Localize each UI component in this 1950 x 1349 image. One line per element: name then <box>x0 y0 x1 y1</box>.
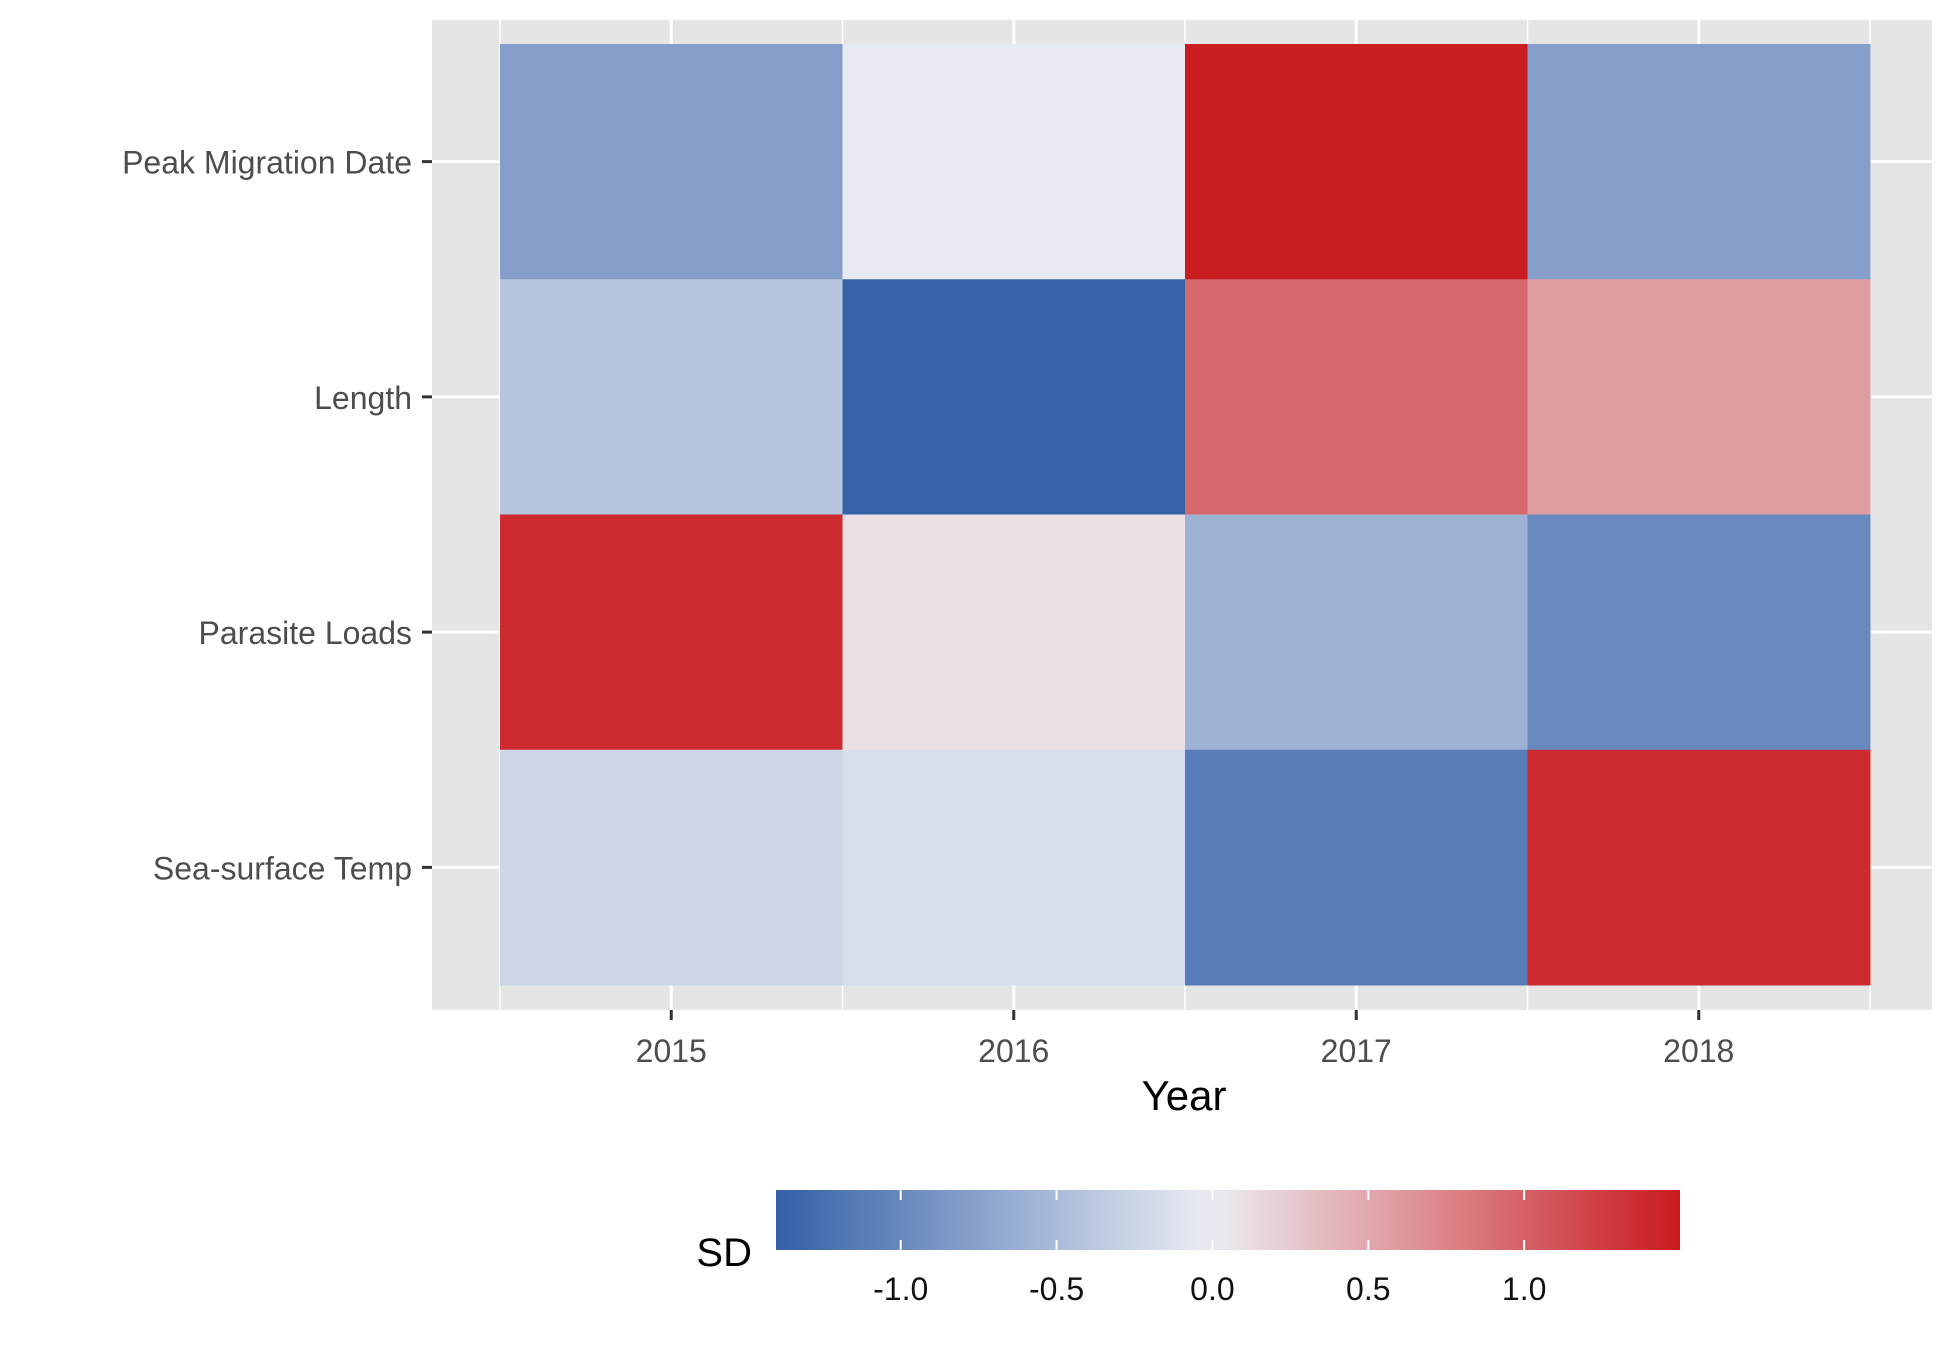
heatmap-cell <box>1527 514 1871 751</box>
legend-tick-label: 0.0 <box>1190 1271 1234 1307</box>
x-tick-label: 2018 <box>1663 1033 1734 1069</box>
heatmap-cell <box>842 44 1186 280</box>
heatmap-cell <box>1185 749 1528 986</box>
heatmap-cell <box>1527 279 1871 515</box>
heatmap-cell <box>842 279 1186 515</box>
x-tick-label: 2015 <box>636 1033 707 1069</box>
color-legend: SD -1.0 -0.5 0.0 0.5 1.0 <box>696 1190 1680 1307</box>
legend-tick-label: -0.5 <box>1029 1271 1084 1307</box>
heatmap-cell <box>1185 514 1528 751</box>
heatmap-cell <box>500 514 843 751</box>
heatmap-cells <box>500 44 1871 986</box>
heatmap-cell <box>842 749 1186 986</box>
heatmap-cell <box>842 514 1186 751</box>
heatmap-cell <box>500 44 843 280</box>
heatmap-cell <box>1527 749 1871 986</box>
legend-colorbar <box>776 1190 1680 1250</box>
legend-tick-label: -1.0 <box>873 1271 928 1307</box>
legend-tick-label: 1.0 <box>1502 1271 1546 1307</box>
heatmap-cell <box>500 749 843 986</box>
legend-ticks: -1.0 -0.5 0.0 0.5 1.0 <box>873 1190 1546 1307</box>
x-axis-title: Year <box>1142 1072 1227 1119</box>
heatmap-cell <box>1185 279 1528 515</box>
y-tick-label: Parasite Loads <box>199 615 412 651</box>
legend-title: SD <box>696 1231 752 1275</box>
heatmap-cell <box>500 279 843 515</box>
y-tick-label: Peak Migration Date <box>122 145 412 181</box>
x-tick-label: 2016 <box>978 1033 1049 1069</box>
y-axis: Peak Migration Date Length Parasite Loads S… <box>122 145 432 886</box>
heatmap-cell <box>1185 44 1528 280</box>
x-tick-label: 2017 <box>1321 1033 1392 1069</box>
legend-tick-label: 0.5 <box>1346 1271 1390 1307</box>
x-axis: 2015 2016 2017 2018 <box>636 1010 1734 1069</box>
heatmap-cell <box>1527 44 1871 280</box>
y-tick-label: Length <box>314 380 412 416</box>
y-tick-label: Sea-surface Temp <box>153 850 412 886</box>
